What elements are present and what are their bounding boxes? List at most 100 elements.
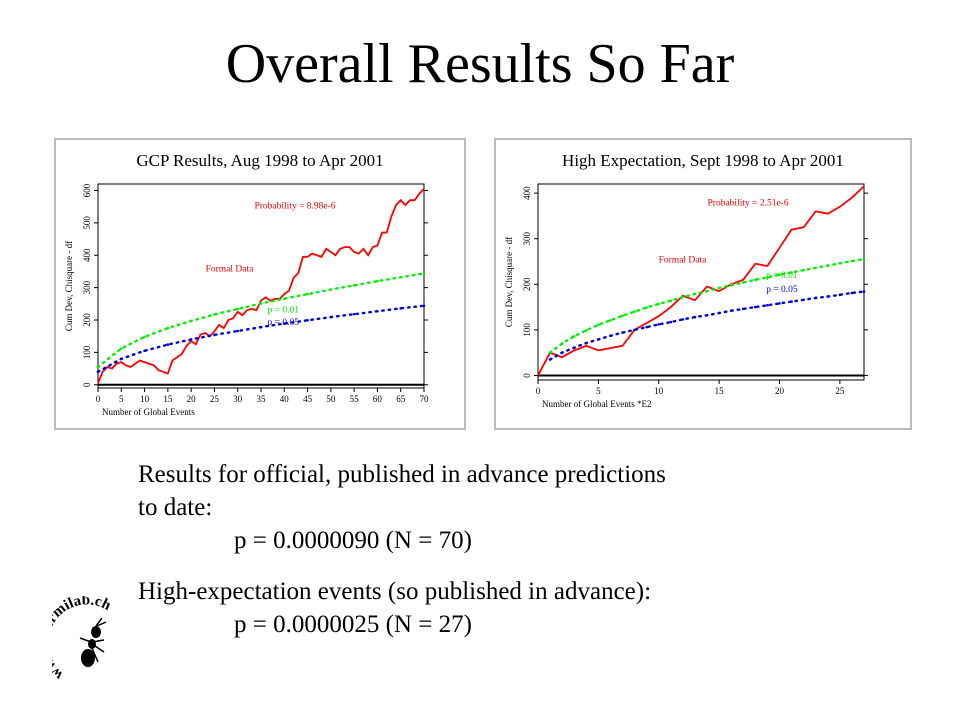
- series-line-p001: [548, 258, 866, 354]
- point-p001: [802, 268, 805, 272]
- x-tick-label: 40: [280, 394, 290, 404]
- x-tick-label: 65: [396, 394, 406, 404]
- y-tick-label: 200: [522, 277, 532, 291]
- y-axis-label: Cum Dev, Chisquare - df: [64, 241, 74, 331]
- x-tick-label: 5: [596, 386, 601, 396]
- point-p005: [802, 298, 805, 302]
- point-p001: [96, 365, 100, 369]
- series-line-formal-data: [97, 188, 425, 384]
- point-p005: [729, 309, 733, 313]
- annotation-probability: Probability = 8.98e-6: [254, 201, 335, 211]
- point-p005: [693, 315, 697, 319]
- y-tick-label: 100: [82, 345, 92, 359]
- point-p001: [826, 264, 830, 267]
- point-p001: [352, 284, 356, 287]
- y-tick-label: 200: [82, 313, 92, 327]
- point-p005: [766, 303, 769, 307]
- plot-frame: [537, 183, 865, 381]
- y-tick-label: 400: [82, 248, 92, 262]
- y-tick-label: 400: [522, 186, 532, 200]
- series-line-p005: [96, 304, 426, 374]
- point-p001: [717, 286, 721, 290]
- y-tick-label: 600: [82, 183, 92, 197]
- annotation-p005: p = 0.05: [766, 285, 798, 295]
- x-tick-label: 0: [96, 394, 101, 404]
- point-p005: [376, 309, 379, 313]
- point-p001: [838, 262, 842, 265]
- point-p001: [790, 271, 793, 274]
- point-p005: [166, 343, 170, 346]
- x-tick-label: 10: [140, 394, 150, 404]
- point-p001: [306, 292, 309, 296]
- point-p005: [705, 313, 709, 317]
- x-tick-label: 55: [350, 394, 360, 404]
- point-p005: [399, 307, 403, 310]
- x-axis-label: Number of Global Events *E2: [542, 399, 651, 409]
- point-p005: [597, 338, 600, 341]
- x-tick-label: 70: [420, 394, 430, 404]
- results-high-expectation-line: High-expectation events (so published in…: [138, 578, 652, 605]
- point-p001: [850, 259, 854, 263]
- point-p001: [754, 278, 757, 282]
- point-p001: [741, 281, 745, 284]
- point-p001: [282, 297, 286, 300]
- point-p005: [669, 320, 673, 324]
- point-p001: [548, 351, 552, 354]
- point-p001: [329, 288, 333, 291]
- point-p001: [669, 299, 673, 302]
- results-to-date-line: to date:: [138, 494, 213, 521]
- series-line-formal-data: [537, 185, 865, 376]
- point-p001: [213, 313, 216, 316]
- chart-title: High Expectation, Sept 1998 to Apr 2001: [562, 151, 844, 170]
- x-axis-label: Number of Global Events: [102, 407, 195, 417]
- point-p001: [681, 295, 685, 299]
- point-p005: [717, 311, 721, 315]
- annotation-p001: p = 0.01: [766, 271, 798, 281]
- point-p001: [119, 347, 123, 350]
- y-tick-label: 100: [522, 323, 532, 337]
- point-p005: [657, 323, 661, 326]
- official-p-value: p = 0.0000090 (N = 70): [234, 527, 472, 554]
- x-tick-label: 25: [210, 394, 220, 404]
- point-p005: [329, 315, 333, 319]
- point-p005: [96, 370, 100, 374]
- fourmilab-logo: www.fourmilab.ch: [52, 596, 114, 680]
- y-axis-label: Cum Dev, Chisquare - df: [504, 237, 514, 327]
- y-tick-label: 300: [82, 280, 92, 294]
- point-p005: [741, 307, 745, 311]
- point-p005: [633, 328, 636, 332]
- y-tick-label: 0: [522, 373, 532, 378]
- point-p001: [862, 257, 866, 261]
- point-p005: [754, 305, 757, 309]
- x-tick-label: 60: [373, 394, 383, 404]
- y-tick-label: 0: [82, 382, 92, 387]
- plot-frame: [97, 183, 425, 389]
- point-p001: [560, 342, 564, 345]
- x-tick-label: 50: [326, 394, 336, 404]
- annotation-probability: Probability = 2.51e-6: [708, 199, 789, 209]
- point-p001: [189, 319, 193, 323]
- point-p001: [633, 310, 636, 313]
- gcp-results-chart-svg: GCP Results, Aug 1998 to Apr 2001 0 5 10 15 2…: [64, 151, 430, 417]
- high-expectation-p-value: p = 0.0000025 (N = 27): [234, 611, 472, 638]
- point-p001: [166, 326, 170, 330]
- logo-text: www.fourmilab.ch: [52, 596, 114, 680]
- results-text: Results for official, published in advan…: [138, 458, 838, 641]
- x-tick-label: 5: [119, 394, 124, 404]
- point-p001: [597, 323, 600, 327]
- point-p005: [422, 304, 426, 308]
- x-tick-label: 15: [715, 386, 725, 396]
- y-tick-label: 300: [522, 231, 532, 245]
- point-p005: [352, 312, 356, 316]
- point-p001: [814, 266, 818, 270]
- point-p005: [189, 338, 193, 341]
- slide-title: Overall Results So Far: [225, 33, 735, 95]
- high-expectation-chart-svg: High Expectation, Sept 1998 to Apr 2001 0…: [504, 151, 868, 409]
- series-line-p001: [96, 272, 426, 369]
- point-p005: [621, 331, 624, 334]
- point-p005: [681, 318, 685, 321]
- point-p005: [814, 296, 818, 300]
- point-p001: [422, 272, 426, 275]
- point-p001: [729, 283, 733, 287]
- point-p001: [584, 329, 588, 332]
